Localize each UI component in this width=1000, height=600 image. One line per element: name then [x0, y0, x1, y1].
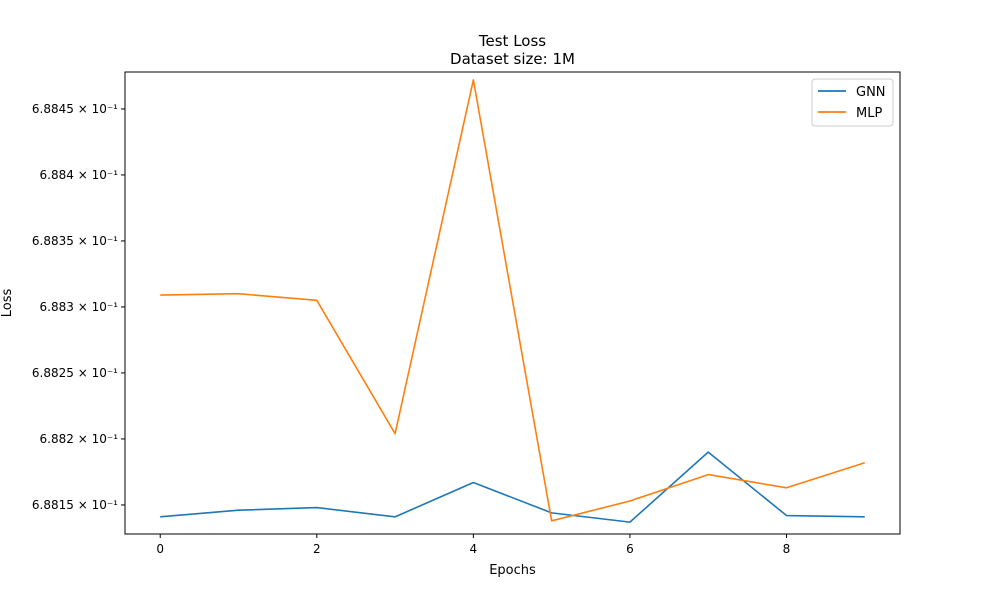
- plot-area: 0 2 4 6 8 6.8815 × 10⁻¹ 6.882 × 10⁻¹ 6.8825 × 1…: [32, 79, 866, 556]
- y-axis-label: Loss: [0, 289, 15, 318]
- y-tick-label: 6.8815 × 10⁻¹: [32, 498, 118, 512]
- legend-label-gnn: GNN: [856, 85, 886, 100]
- legend: GNN MLP: [811, 78, 894, 127]
- x-tick-label: 6: [626, 542, 634, 556]
- x-tick-label: 0: [156, 542, 164, 556]
- axes-frame: [124, 71, 901, 535]
- x-tick-label: 8: [783, 542, 791, 556]
- y-tick-label: 6.883 × 10⁻¹: [40, 300, 119, 314]
- series-line-mlp: [160, 79, 866, 522]
- y-tick-label: 6.8845 × 10⁻¹: [32, 102, 118, 116]
- y-tick-label: 6.8825 × 10⁻¹: [32, 366, 118, 380]
- series-line-gnn: [160, 451, 865, 523]
- chart-title: Test Loss: [478, 32, 546, 50]
- y-tick-label: 6.884 × 10⁻¹: [40, 168, 119, 182]
- y-tick-label: 6.8835 × 10⁻¹: [32, 234, 118, 248]
- x-axis-label: Epochs: [489, 563, 536, 578]
- x-tick-label: 2: [313, 542, 321, 556]
- x-tick-label: 4: [470, 542, 478, 556]
- chart-subtitle: Dataset size: 1M: [450, 50, 575, 68]
- y-tick-label: 6.882 × 10⁻¹: [40, 432, 119, 446]
- legend-label-mlp: MLP: [856, 106, 882, 121]
